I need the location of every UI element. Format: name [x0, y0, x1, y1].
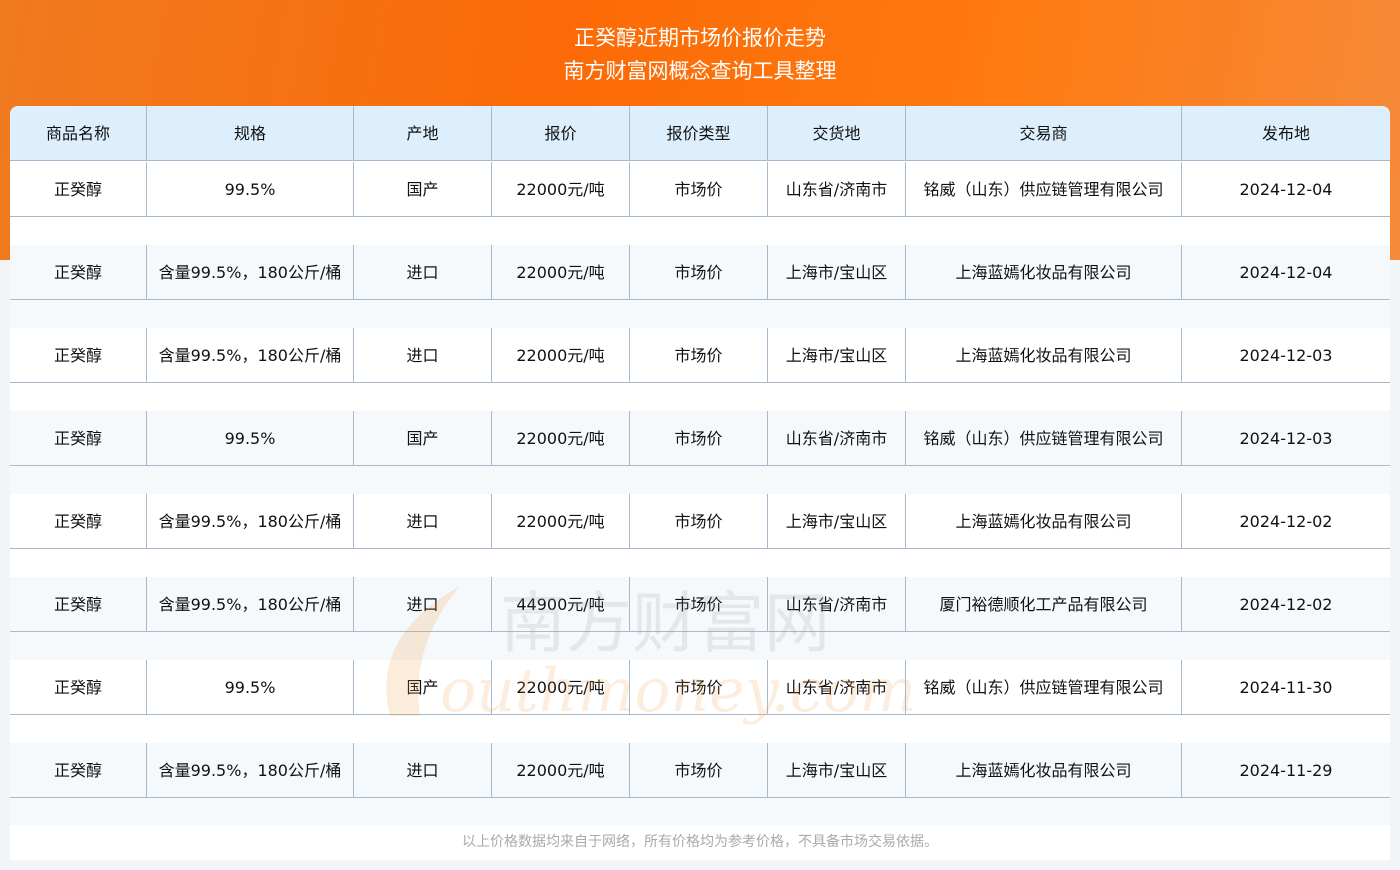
cell-delivery: 上海市/宝山区 — [768, 494, 906, 549]
cell-product-name: 正癸醇 — [10, 245, 147, 300]
cell-product-name: 正癸醇 — [10, 743, 147, 798]
cell-delivery: 上海市/宝山区 — [768, 743, 906, 798]
cell-price: 22000元/吨 — [492, 743, 630, 798]
table-header: 商品名称 规格 产地 报价 报价类型 交货地 交易商 发布地 — [10, 106, 1390, 161]
table-row: 正癸醇 99.5% 国产 22000元/吨 市场价 山东省/济南市 铭威（山东）供应链管理有… — [10, 162, 1390, 245]
cell-delivery: 山东省/济南市 — [768, 577, 906, 632]
cell-spec: 含量99.5%，180公斤/桶 — [147, 577, 354, 632]
cell-origin: 进口 — [354, 245, 492, 300]
column-header-trader: 交易商 — [906, 106, 1182, 161]
cell-trader: 铭威（山东）供应链管理有限公司 — [906, 411, 1182, 466]
cell-price: 22000元/吨 — [492, 162, 630, 217]
cell-spec: 含量99.5%，180公斤/桶 — [147, 743, 354, 798]
cell-delivery: 山东省/济南市 — [768, 162, 906, 217]
cell-date: 2024-12-03 — [1182, 411, 1390, 466]
cell-product-name: 正癸醇 — [10, 162, 147, 217]
cell-date: 2024-12-02 — [1182, 577, 1390, 632]
column-header-origin: 产地 — [354, 106, 492, 161]
cell-trader: 铭威（山东）供应链管理有限公司 — [906, 162, 1182, 217]
table-row: 正癸醇 含量99.5%，180公斤/桶 进口 44900元/吨 市场价 山东省/济南市 厦门… — [10, 577, 1390, 660]
cell-price-type: 市场价 — [630, 245, 768, 300]
table-row: 正癸醇 含量99.5%，180公斤/桶 进口 22000元/吨 市场价 上海市/宝山区 上海… — [10, 494, 1390, 577]
cell-origin: 进口 — [354, 743, 492, 798]
cell-spec: 99.5% — [147, 660, 354, 715]
page-title: 正癸醇近期市场价报价走势 — [574, 26, 826, 50]
cell-origin: 国产 — [354, 411, 492, 466]
cell-price: 22000元/吨 — [492, 245, 630, 300]
page-subtitle: 南方财富网概念查询工具整理 — [563, 59, 837, 83]
cell-origin: 国产 — [354, 660, 492, 715]
cell-product-name: 正癸醇 — [10, 660, 147, 715]
cell-price-type: 市场价 — [630, 577, 768, 632]
cell-price: 22000元/吨 — [492, 494, 630, 549]
cell-product-name: 正癸醇 — [10, 494, 147, 549]
table-row: 正癸醇 含量99.5%，180公斤/桶 进口 22000元/吨 市场价 上海市/宝山区 上海… — [10, 743, 1390, 826]
cell-product-name: 正癸醇 — [10, 411, 147, 466]
cell-price-type: 市场价 — [630, 162, 768, 217]
cell-trader: 铭威（山东）供应链管理有限公司 — [906, 660, 1182, 715]
table-row: 正癸醇 含量99.5%，180公斤/桶 进口 22000元/吨 市场价 上海市/宝山区 上海… — [10, 328, 1390, 411]
cell-price-type: 市场价 — [630, 328, 768, 383]
cell-spec: 含量99.5%，180公斤/桶 — [147, 328, 354, 383]
cell-date: 2024-12-04 — [1182, 245, 1390, 300]
cell-spec: 含量99.5%，180公斤/桶 — [147, 494, 354, 549]
cell-trader: 上海蓝嫣化妆品有限公司 — [906, 328, 1182, 383]
cell-trader: 上海蓝嫣化妆品有限公司 — [906, 743, 1182, 798]
cell-product-name: 正癸醇 — [10, 577, 147, 632]
column-header-price: 报价 — [492, 106, 630, 161]
cell-delivery: 山东省/济南市 — [768, 660, 906, 715]
cell-delivery: 上海市/宝山区 — [768, 245, 906, 300]
cell-trader: 上海蓝嫣化妆品有限公司 — [906, 494, 1182, 549]
table-row: 正癸醇 含量99.5%，180公斤/桶 进口 22000元/吨 市场价 上海市/宝山区 上海… — [10, 245, 1390, 328]
cell-price-type: 市场价 — [630, 494, 768, 549]
cell-spec: 99.5% — [147, 411, 354, 466]
cell-price-type: 市场价 — [630, 660, 768, 715]
cell-date: 2024-11-29 — [1182, 743, 1390, 798]
cell-delivery: 上海市/宝山区 — [768, 328, 906, 383]
cell-date: 2024-11-30 — [1182, 660, 1390, 715]
cell-origin: 进口 — [354, 494, 492, 549]
column-header-delivery: 交货地 — [768, 106, 906, 161]
cell-spec: 99.5% — [147, 162, 354, 217]
cell-origin: 进口 — [354, 328, 492, 383]
cell-delivery: 山东省/济南市 — [768, 411, 906, 466]
cell-price-type: 市场价 — [630, 411, 768, 466]
cell-price-type: 市场价 — [630, 743, 768, 798]
cell-date: 2024-12-03 — [1182, 328, 1390, 383]
cell-price: 22000元/吨 — [492, 411, 630, 466]
cell-date: 2024-12-02 — [1182, 494, 1390, 549]
disclaimer: 以上价格数据均来自于网络，所有价格均为参考价格，不具备市场交易依据。 — [10, 825, 1390, 860]
table-row: 正癸醇 99.5% 国产 22000元/吨 市场价 山东省/济南市 铭威（山东）供应链管理有… — [10, 660, 1390, 743]
cell-price: 22000元/吨 — [492, 328, 630, 383]
cell-origin: 国产 — [354, 162, 492, 217]
table-row: 正癸醇 99.5% 国产 22000元/吨 市场价 山东省/济南市 铭威（山东）供应链管理有… — [10, 411, 1390, 494]
cell-trader: 厦门裕德顺化工产品有限公司 — [906, 577, 1182, 632]
column-header-price-type: 报价类型 — [630, 106, 768, 161]
cell-origin: 进口 — [354, 577, 492, 632]
cell-price: 44900元/吨 — [492, 577, 630, 632]
price-table: 商品名称 规格 产地 报价 报价类型 交货地 交易商 发布地 正癸醇 99.5% 国产 22000元… — [10, 106, 1390, 860]
cell-date: 2024-12-04 — [1182, 162, 1390, 217]
cell-product-name: 正癸醇 — [10, 328, 147, 383]
cell-spec: 含量99.5%，180公斤/桶 — [147, 245, 354, 300]
cell-price: 22000元/吨 — [492, 660, 630, 715]
column-header-product-name: 商品名称 — [10, 106, 147, 161]
column-header-spec: 规格 — [147, 106, 354, 161]
column-header-date: 发布地 — [1261, 124, 1310, 143]
cell-trader: 上海蓝嫣化妆品有限公司 — [906, 245, 1182, 300]
